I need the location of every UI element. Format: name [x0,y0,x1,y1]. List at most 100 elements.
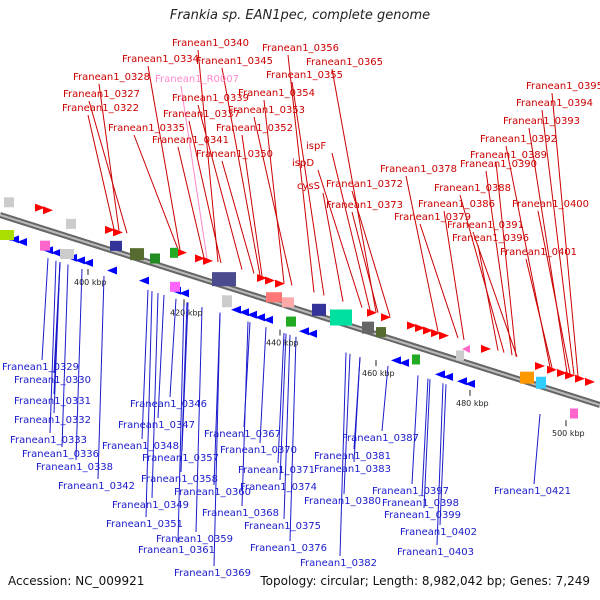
top-gene-label: Franean1_0355 [266,70,343,81]
gene-block [4,197,14,208]
tick-label: 400 kbp [74,278,107,287]
top-gene-label: Franean1_0386 [418,199,495,210]
bottom-leader-line [213,312,221,567]
genome-title: Frankia sp. EAN1pec, complete genome [169,8,431,23]
reverse-gene-arrow [299,327,309,336]
top-leader-line [197,49,219,263]
top-leader-line [87,114,115,230]
top-leader-line [177,146,205,258]
top-leader-line [241,134,263,277]
reverse-gene-arrow [263,315,273,324]
forward-gene-arrow [203,256,213,265]
bottom-leader-line [353,356,361,463]
top-gene-label: Franean1_0389 [470,150,547,161]
reverse-gene-arrow [107,266,117,275]
gene-block [330,309,352,326]
gene-block [60,249,74,259]
reverse-gene-arrow [75,256,85,265]
bottom-gene-label: Franean1_0348 [102,441,179,452]
gene-block [282,297,294,308]
top-leader-line [537,210,571,374]
top-gene-label: Franean1_0392 [480,134,557,145]
top-leader-line [98,83,120,231]
gene-block [170,281,180,292]
top-leader-line [477,244,499,351]
top-leader-line [287,54,315,293]
top-leader-line [485,170,513,356]
gene-block [286,316,296,327]
reverse-gene-arrow [255,313,265,322]
forward-gene-arrow [43,206,53,215]
top-leader-line [528,127,568,373]
bottom-gene-label: Franean1_0347 [118,420,195,431]
bottom-leader-line [436,383,444,546]
bottom-gene-label: Franean1_0375 [244,521,321,532]
bottom-gene-label: Franean1_0369 [174,568,251,579]
top-leader-line [197,104,243,270]
top-gene-label: Franean1_0328 [73,72,150,83]
reverse-gene-arrow [307,329,317,338]
bottom-gene-label: Franean1_0397 [372,486,449,497]
bottom-gene-label: Franean1_0360 [174,487,251,498]
top-gene-label: Franean1_0396 [452,233,529,244]
tick-label: 440 kbp [266,339,299,348]
tick-label: 500 kbp [552,429,585,438]
bottom-leader-line [41,258,49,361]
bottom-leader-line [289,336,297,542]
top-leader-line [472,231,518,357]
bottom-leader-line [343,353,351,495]
top-gene-label: Franean1_0352 [216,123,293,134]
forward-gene-arrow [35,203,45,212]
top-leader-line [351,211,379,313]
top-gene-label: Franean1_0350 [196,149,273,160]
top-gene-label: Franean1_0327 [63,89,140,100]
forward-gene-arrow [275,279,285,288]
top-leader-line [551,92,579,377]
top-gene-label: Franean1_0365 [306,57,383,68]
top-gene-label: Franean1_0400 [512,199,589,210]
rna-feature [462,345,470,353]
gene-block [266,292,282,303]
reverse-gene-arrow [83,258,93,267]
bottom-gene-label: Franean1_0336 [22,449,99,460]
bottom-leader-line [180,302,188,473]
bottom-leader-line [439,384,447,526]
forward-gene-arrow [547,365,557,374]
top-gene-label: Franean1_0345 [196,56,273,67]
bottom-gene-label: Franean1_0368 [202,508,279,519]
reverse-gene-arrow [239,308,249,317]
forward-gene-arrow [195,254,205,263]
top-leader-line [459,194,505,353]
reverse-gene-arrow [443,372,453,381]
top-leader-line [495,161,517,357]
bottom-gene-label: Franean1_0338 [36,462,113,473]
reverse-gene-arrow [465,379,475,388]
bottom-leader-line [97,275,105,480]
leader-lines [41,49,579,567]
tick-label: 420 kbp [170,308,203,317]
forward-gene-arrow [585,377,595,386]
top-gene-label: Franean1_0393 [503,116,580,127]
bottom-leader-line [411,375,419,485]
top-leader-line [188,120,222,264]
bottom-gene-label: Franean1_0374 [240,482,317,493]
forward-gene-arrow [565,371,575,380]
gene-block [170,247,178,258]
top-leader-line [253,116,293,286]
bottom-leader-line [279,333,287,481]
top-leader-line [541,109,575,375]
top-gene-label: Franean1_0394 [516,98,593,109]
forward-gene-arrow [439,331,449,340]
bottom-leader-line [283,334,291,520]
reverse-gene-arrow [399,358,409,367]
top-gene-label: ispD [292,158,314,169]
top-gene-label: Franean1_0391 [447,220,524,231]
reverse-gene-arrow [51,248,61,257]
bottom-leader-line [339,352,347,557]
gene-features [0,197,595,419]
tick-label: 460 kbp [362,369,395,378]
reverse-gene-arrow [179,289,189,298]
forward-gene-arrow [423,326,433,335]
top-leader-line [351,190,391,317]
bottom-leader-line [151,293,159,499]
